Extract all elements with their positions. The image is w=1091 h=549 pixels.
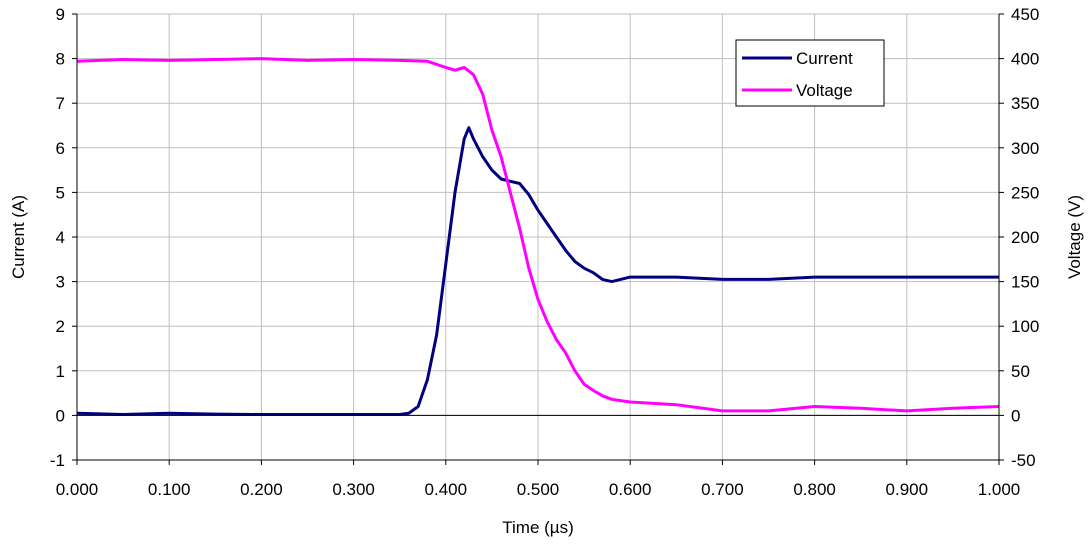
x-tick-label: 0.600 (609, 480, 652, 499)
legend-label-current: Current (796, 49, 853, 68)
y-right-tick-label: 400 (1011, 50, 1039, 69)
y-right-tick-label: 450 (1011, 5, 1039, 24)
x-tick-label: 0.800 (793, 480, 836, 499)
y-left-tick-label: 6 (56, 139, 65, 158)
x-tick-label: 0.300 (332, 480, 375, 499)
y-right-tick-label: 50 (1011, 362, 1030, 381)
y-left-tick-label: 3 (56, 273, 65, 292)
y-right-tick-label: -50 (1011, 451, 1036, 470)
y-right-tick-label: 100 (1011, 317, 1039, 336)
y-right-tick-label: 250 (1011, 183, 1039, 202)
x-tick-label: 0.100 (148, 480, 191, 499)
x-tick-label: 0.000 (56, 480, 99, 499)
x-tick-label: 0.900 (886, 480, 929, 499)
y-right-tick-label: 300 (1011, 139, 1039, 158)
y-axis-label-left: Current (A) (9, 195, 28, 279)
legend (735, 39, 885, 107)
y-left-tick-label: 4 (56, 228, 65, 247)
y-left-tick-label: 8 (56, 50, 65, 69)
x-tick-label: 1.000 (978, 480, 1021, 499)
y-axis-label-right: Voltage (V) (1065, 195, 1084, 279)
series-line-current (76, 126, 999, 416)
x-tick-label: 0.700 (701, 480, 744, 499)
x-tick-label: 0.200 (240, 480, 283, 499)
x-tick-label: 0.500 (517, 480, 560, 499)
y-left-tick-label: 7 (56, 94, 65, 113)
y-left-tick-label: 9 (56, 5, 65, 24)
x-axis-label: Time (µs) (502, 518, 574, 537)
y-right-tick-label: 200 (1011, 228, 1039, 247)
y-left-tick-label: 1 (56, 362, 65, 381)
y-left-tick-label: -1 (50, 451, 65, 470)
y-right-tick-label: 0 (1011, 406, 1020, 425)
y-right-tick-label: 150 (1011, 273, 1039, 292)
y-left-tick-label: 0 (56, 406, 65, 425)
y-left-tick-label: 5 (56, 183, 65, 202)
y-right-tick-label: 350 (1011, 94, 1039, 113)
legend-label-voltage: Voltage (796, 81, 853, 100)
x-tick-label: 0.400 (425, 480, 468, 499)
series-line-voltage (76, 57, 1000, 413)
y-left-tick-label: 2 (56, 317, 65, 336)
